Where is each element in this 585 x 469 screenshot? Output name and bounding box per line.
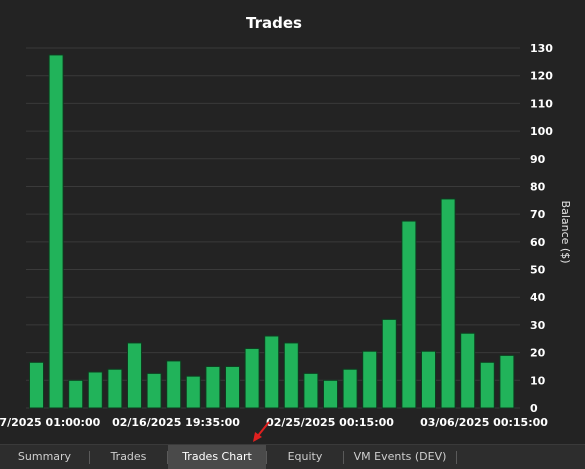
trade-bar <box>205 365 221 409</box>
tab-separator <box>456 451 457 464</box>
tab-bar: Summary Trades Trades Chart Equity VM Ev… <box>0 444 585 469</box>
trade-bar <box>401 220 417 409</box>
trade-bar <box>244 347 260 409</box>
y-tick-label: 90 <box>530 153 546 166</box>
tab-separator <box>89 451 90 464</box>
trade-bar <box>323 379 338 409</box>
y-tick-label: 60 <box>530 236 546 249</box>
y-tick-label: 120 <box>530 70 553 83</box>
tab-equity[interactable]: Equity <box>287 450 323 463</box>
y-tick-label: 70 <box>530 208 546 221</box>
y-tick-label: 100 <box>530 125 553 138</box>
trades-bar-chart: Trades 0 10 20 30 40 50 60 70 80 90 100 110 120 130 /… <box>0 14 572 429</box>
tab-trades-chart[interactable]: Trades Chart <box>168 445 266 469</box>
x-axis-ticks: /07/2025 01:00:00 02/16/2025 19:35:00 02/2… <box>0 416 548 429</box>
bar-series <box>29 54 515 409</box>
trade-bar <box>460 332 476 409</box>
trade-bar <box>107 368 123 409</box>
x-tick-label: 02/25/2025 00:15:00 <box>266 416 394 429</box>
red-pointer-arrow-icon <box>253 421 270 442</box>
trade-bar <box>225 365 240 409</box>
y-tick-label: 10 <box>530 374 546 387</box>
trade-bar <box>127 342 142 409</box>
trade-bar <box>68 379 84 409</box>
trade-bar <box>264 335 280 409</box>
tab-separator <box>343 451 344 464</box>
y-tick-label: 30 <box>530 319 546 332</box>
chart-title: Trades <box>246 14 302 32</box>
trade-bar <box>362 350 378 409</box>
trade-bar <box>166 360 182 409</box>
trade-bar <box>440 198 456 409</box>
trade-bar <box>499 354 515 409</box>
trade-bar <box>479 361 495 409</box>
y-axis-ticks: 0 10 20 30 40 50 60 70 80 90 100 110 120 130 <box>530 42 553 415</box>
trades-chart-panel: Trades 0 10 20 30 40 50 60 70 80 90 100 110 120 130 /… <box>0 14 572 429</box>
tab-summary[interactable]: Summary <box>17 450 72 463</box>
trade-bar <box>185 375 201 409</box>
tab-vm-events-dev[interactable]: VM Events (DEV) <box>353 450 447 463</box>
y-axis-label: Balance ($) <box>559 201 572 264</box>
trade-bar <box>381 318 397 409</box>
trade-bar <box>146 372 162 409</box>
trade-bar <box>421 350 436 409</box>
trade-bar <box>48 54 64 409</box>
gridlines <box>26 47 520 409</box>
y-tick-label: 80 <box>530 180 546 193</box>
tab-trades[interactable]: Trades <box>110 450 147 463</box>
trade-bar <box>29 361 44 409</box>
x-tick-label: 03/06/2025 00:15:00 <box>420 416 548 429</box>
x-tick-label: /07/2025 01:00:00 <box>0 416 101 429</box>
x-tick-label: 02/16/2025 19:35:00 <box>112 416 240 429</box>
tab-separator <box>167 451 168 464</box>
y-tick-label: 110 <box>530 97 553 110</box>
y-tick-label: 130 <box>530 42 553 55</box>
trade-bar <box>303 372 319 409</box>
trade-bar <box>87 371 103 409</box>
y-tick-label: 40 <box>530 291 546 304</box>
y-tick-label: 0 <box>530 402 538 415</box>
y-tick-label: 20 <box>530 347 546 360</box>
trade-bar <box>342 368 358 409</box>
tab-separator <box>266 451 267 464</box>
trade-bar <box>283 342 299 409</box>
y-tick-label: 50 <box>530 264 546 277</box>
